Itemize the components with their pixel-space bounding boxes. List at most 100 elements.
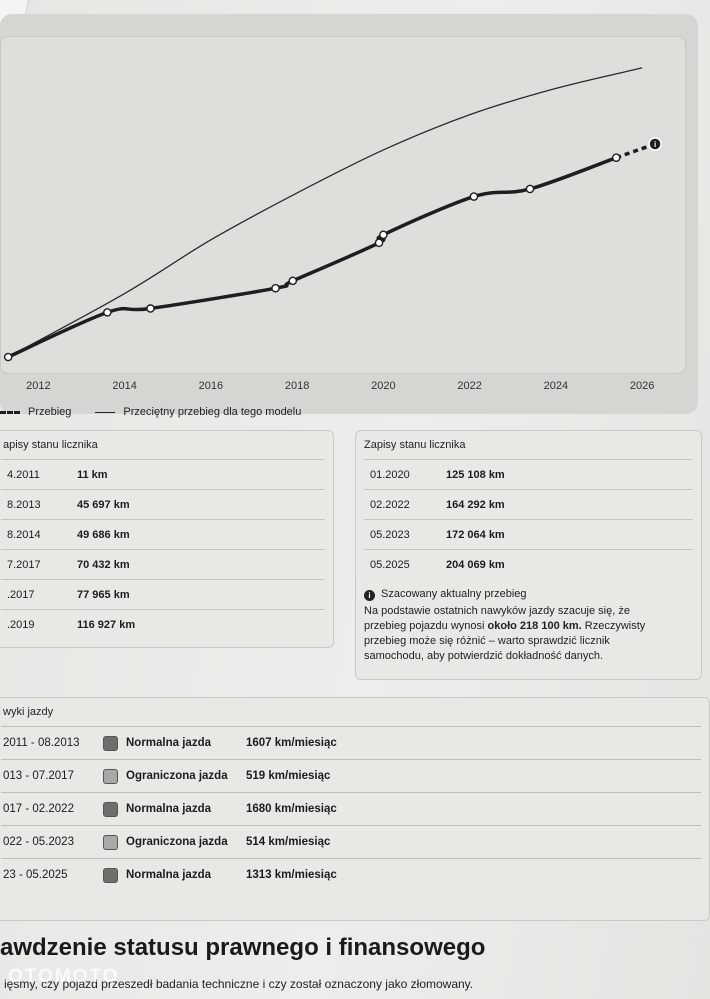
x-tick-label: 2014 — [112, 380, 136, 392]
mileage-point — [374, 238, 384, 248]
odometer-row: 01.2020 125 108 km — [364, 459, 693, 490]
average-mileage-line — [7, 67, 643, 358]
habit-row: 2011 - 08.2013 Normalna jazda 1607 km/mies… — [1, 726, 701, 759]
x-tick-label: 2024 — [544, 380, 568, 392]
card-title: Zapisy stanu licznika — [364, 439, 466, 451]
habit-row: 017 - 02.2022 Normalna jazda 1680 km/miesi… — [1, 792, 701, 825]
estimate-dashed-line — [615, 142, 656, 160]
mileage-chart-card: 2012 2014 2016 2018 2020 2022 2024 2026 i Przebi… — [0, 14, 698, 418]
odometer-row: 7.2017 70 432 km — [1, 549, 325, 580]
odometer-value: 125 108 km — [446, 469, 505, 481]
mileage-point — [288, 276, 298, 286]
odometer-row: 8.2013 45 697 km — [1, 489, 325, 520]
habit-period: 017 - 02.2022 — [3, 803, 74, 815]
odometer-date: 7.2017 — [7, 559, 41, 571]
odometer-date: .2017 — [7, 589, 35, 601]
odometer-row: .2017 77 965 km — [1, 579, 325, 610]
odometer-value: 204 069 km — [446, 559, 505, 571]
habit-period: 23 - 05.2025 — [3, 869, 68, 881]
mileage-point — [271, 283, 280, 293]
mileage-point — [611, 153, 621, 162]
mileage-point — [525, 184, 535, 194]
section-subtitle: ięsmy, czy pojazd przeszedł badania tech… — [4, 977, 474, 991]
x-tick-label: 2020 — [371, 380, 395, 392]
estimate-note: i Szacowany aktualny przebieg Na podstawi… — [364, 587, 691, 664]
habit-rate: 1607 km/miesiąc — [246, 737, 337, 749]
odometer-value: 49 686 km — [77, 529, 130, 541]
odometer-date: 8.2014 — [7, 529, 41, 541]
habit-swatch — [103, 834, 118, 850]
odometer-date: 05.2025 — [370, 559, 410, 571]
watermark: OTOMOTO — [8, 966, 120, 987]
habit-swatch — [103, 801, 118, 817]
mileage-chart: 2012 2014 2016 2018 2020 2022 2024 2026 i — [3, 67, 662, 392]
legend-swatch-average — [95, 411, 116, 413]
habit-type: Normalna jazda — [126, 803, 211, 815]
odometer-card-left: apisy stanu licznika 4.2011 11 km 8.2013 45… — [0, 430, 334, 648]
mileage-point — [146, 304, 155, 313]
odometer-value: 77 965 km — [77, 589, 130, 601]
odometer-value: 116 927 km — [77, 619, 136, 631]
odometer-value: 11 km — [77, 469, 108, 481]
habit-type: Normalna jazda — [126, 737, 211, 749]
mileage-line — [6, 155, 618, 359]
odometer-date: 8.2013 — [7, 499, 41, 511]
odometer-date: 01.2020 — [370, 469, 410, 481]
habit-rate: 514 km/miesiąc — [246, 836, 331, 848]
mileage-point — [3, 352, 13, 362]
odometer-value: 164 292 km — [446, 499, 505, 511]
estimate-info-marker — [648, 137, 662, 151]
x-tick-label: 2022 — [457, 380, 481, 392]
odometer-date: 05.2023 — [370, 529, 410, 541]
odometer-row: 8.2014 49 686 km — [1, 519, 325, 550]
x-tick-label: 2018 — [285, 380, 309, 392]
x-tick-label: 2012 — [26, 380, 50, 392]
habit-period: 022 - 05.2023 — [3, 836, 74, 848]
odometer-row: 05.2025 204 069 km — [364, 549, 693, 580]
habit-swatch — [103, 867, 118, 883]
habit-period: 013 - 07.2017 — [3, 770, 74, 782]
habit-type: Ograniczona jazda — [126, 770, 228, 782]
odometer-date: .2019 — [7, 619, 35, 631]
odometer-row: 02.2022 164 292 km — [364, 489, 693, 520]
habit-period: 2011 - 08.2013 — [3, 737, 80, 749]
mileage-point — [469, 192, 479, 201]
odometer-date: 4.2011 — [7, 469, 40, 481]
x-tick-label: 2016 — [199, 380, 223, 392]
habit-row: 022 - 05.2023 Ograniczona jazda 514 km/mie… — [1, 825, 701, 858]
driving-habits-card: wyki jazdy 2011 - 08.2013 Normalna jazda 1… — [0, 697, 710, 921]
estimate-text: Na podstawie ostatnich nawyków jazdy sza… — [364, 605, 646, 662]
odometer-card-right: Zapisy stanu licznika 01.2020 125 108 km 0… — [355, 430, 702, 680]
habit-rate: 1313 km/miesiąc — [246, 869, 337, 881]
card-title: apisy stanu licznika — [3, 439, 98, 451]
habit-type: Normalna jazda — [126, 869, 211, 881]
odometer-value: 45 697 km — [77, 499, 130, 511]
plot-area — [0, 36, 686, 374]
habit-row: 23 - 05.2025 Normalna jazda 1313 km/miesią… — [1, 858, 701, 891]
chart-legend: Przebieg Przeciętny przebieg dla tego mo… — [0, 406, 301, 418]
card-title: wyki jazdy — [3, 706, 54, 718]
legend-swatch-przebieg — [0, 410, 20, 414]
legend-label-average: Przeciętny przebieg dla tego modelu — [123, 406, 302, 418]
odometer-value: 172 064 km — [446, 529, 505, 541]
odometer-date: 02.2022 — [370, 499, 410, 511]
odometer-row: 4.2011 11 km — [1, 459, 325, 490]
habit-swatch — [103, 735, 118, 751]
legend-label-przebieg: Przebieg — [28, 406, 72, 418]
odometer-row: 05.2023 172 064 km — [364, 519, 693, 550]
odometer-row: .2019 116 927 km — [1, 609, 325, 640]
estimate-title: i Szacowany aktualny przebieg — [364, 587, 691, 602]
section-heading: awdzenie statusu prawnego i finansowego — [0, 934, 486, 961]
habit-swatch — [103, 768, 118, 784]
mileage-point — [103, 308, 112, 317]
mileage-point — [379, 230, 388, 240]
habit-row: 013 - 07.2017 Ograniczona jazda 519 km/mie… — [1, 759, 701, 792]
habit-type: Ograniczona jazda — [126, 836, 228, 848]
habit-rate: 1680 km/miesiąc — [246, 803, 337, 815]
habit-rate: 519 km/miesiąc — [246, 770, 331, 782]
odometer-value: 70 432 km — [77, 559, 130, 571]
x-tick-label: 2026 — [630, 380, 654, 392]
info-icon: i — [654, 140, 656, 149]
info-icon: i — [364, 590, 375, 601]
